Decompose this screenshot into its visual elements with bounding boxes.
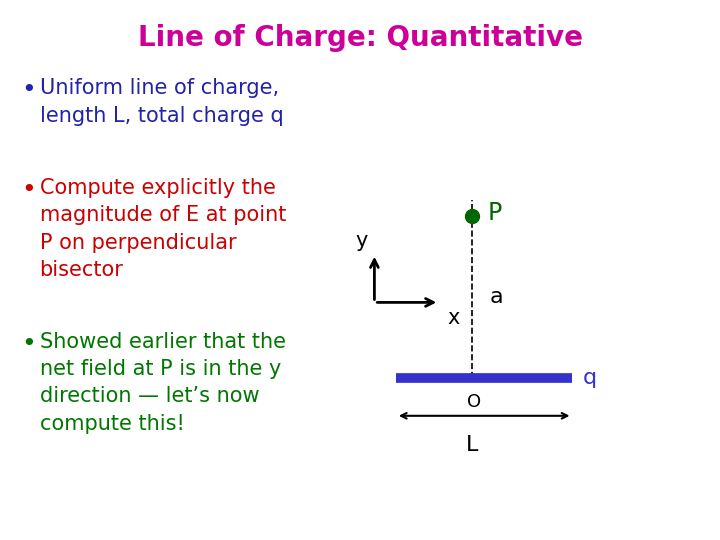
Text: P: P — [487, 201, 502, 225]
Text: L: L — [465, 435, 478, 455]
Text: •: • — [22, 332, 36, 356]
Text: q: q — [583, 368, 598, 388]
Text: Uniform line of charge,
length L, total charge q: Uniform line of charge, length L, total … — [40, 78, 284, 125]
Text: •: • — [22, 78, 36, 102]
Text: y: y — [355, 231, 368, 251]
Text: Showed earlier that the
net field at P is in the y
direction — let’s now
compute: Showed earlier that the net field at P i… — [40, 332, 286, 434]
Text: x: x — [448, 308, 460, 328]
Text: Line of Charge: Quantitative: Line of Charge: Quantitative — [138, 24, 582, 52]
Text: O: O — [467, 393, 481, 411]
Text: Compute explicitly the
magnitude of E at point
P on perpendicular
bisector: Compute explicitly the magnitude of E at… — [40, 178, 286, 280]
Text: •: • — [22, 178, 36, 202]
Text: a: a — [490, 287, 503, 307]
